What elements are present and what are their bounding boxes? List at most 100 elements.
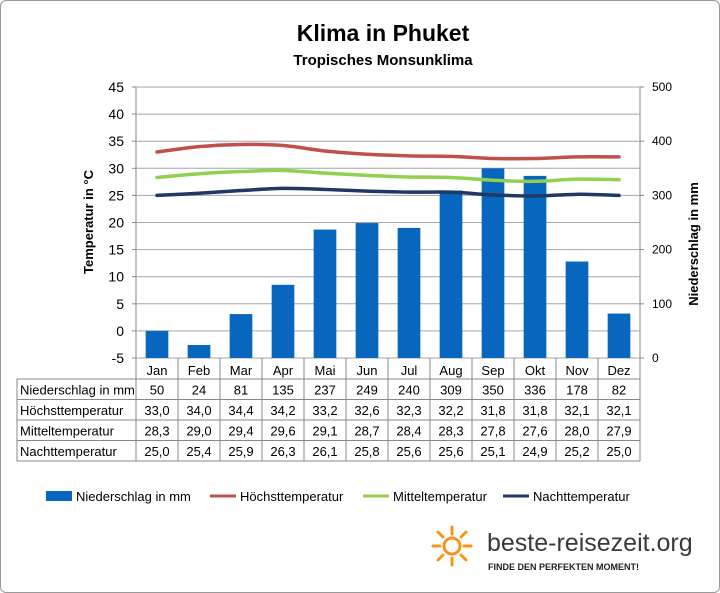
category-label: Jan bbox=[147, 363, 168, 378]
table-cell: 249 bbox=[356, 382, 378, 397]
table-cell: 27,8 bbox=[480, 423, 505, 438]
table-cell: 350 bbox=[482, 382, 504, 397]
table-cell: 26,1 bbox=[312, 444, 337, 459]
table-cell: 82 bbox=[612, 382, 626, 397]
bar-feb bbox=[187, 344, 211, 358]
category-label: Apr bbox=[273, 363, 294, 378]
bar-jun bbox=[355, 223, 379, 358]
table-cell: 28,7 bbox=[354, 423, 379, 438]
category-label: Mar bbox=[230, 363, 253, 378]
bar-mai bbox=[313, 229, 337, 358]
table-cell: 135 bbox=[272, 382, 294, 397]
precipitation-bars bbox=[145, 168, 631, 358]
category-label: Mai bbox=[315, 363, 336, 378]
table-cell: 32,2 bbox=[438, 403, 463, 418]
sun-icon bbox=[431, 525, 473, 567]
category-label: Okt bbox=[525, 363, 546, 378]
line-nachttemperatur bbox=[155, 186, 621, 198]
category-label: Nov bbox=[565, 363, 589, 378]
table-cell: 309 bbox=[440, 382, 462, 397]
table-cell: 29,4 bbox=[228, 423, 253, 438]
left-tick-label: 40 bbox=[108, 106, 124, 122]
table-cell: 28,0 bbox=[564, 423, 589, 438]
table-cell: 25,1 bbox=[480, 444, 505, 459]
bar-jan bbox=[145, 330, 169, 358]
chart-subtitle: Tropisches Monsunklima bbox=[293, 52, 473, 69]
table-cell: 33,0 bbox=[144, 403, 169, 418]
table-cell: 50 bbox=[150, 382, 164, 397]
right-axis-label: Niederschlag in mm bbox=[686, 182, 701, 306]
legend-swatch bbox=[46, 491, 72, 501]
left-tick-label: 5 bbox=[116, 296, 124, 312]
right-tick-label: 100 bbox=[652, 297, 672, 311]
table-cell: 28,3 bbox=[438, 423, 463, 438]
right-tick-label: 300 bbox=[652, 188, 672, 202]
left-tick-label: 20 bbox=[108, 215, 124, 231]
legend-label: Mitteltemperatur bbox=[393, 489, 488, 504]
left-tick-label: 35 bbox=[108, 133, 124, 149]
table-cell: 32,1 bbox=[606, 403, 631, 418]
table-row-label: Niederschlag in mm bbox=[20, 382, 135, 397]
table-row-label: Mitteltemperatur bbox=[20, 423, 115, 438]
legend: Niederschlag in mm Höchsttemperatur Mittel… bbox=[46, 489, 630, 504]
bar-apr bbox=[271, 284, 295, 358]
category-label: Sep bbox=[481, 363, 504, 378]
table-cell: 336 bbox=[524, 382, 546, 397]
left-tick-label: 30 bbox=[108, 160, 124, 176]
bar-jul bbox=[397, 227, 421, 358]
table-cell: 29,1 bbox=[312, 423, 337, 438]
table-cell: 32,6 bbox=[354, 403, 379, 418]
table-cell: 25,2 bbox=[564, 444, 589, 459]
bar-okt bbox=[523, 175, 547, 358]
table-cell: 31,8 bbox=[480, 403, 505, 418]
table-row-label: Höchsttemperatur bbox=[20, 403, 124, 418]
legend-label: Höchsttemperatur bbox=[240, 489, 344, 504]
table-cell: 32,1 bbox=[564, 403, 589, 418]
data-table: Jan Feb Mar Apr Mai Jun Jul Aug Sep Okt Nov Dez Nied… bbox=[16, 358, 641, 462]
left-tick-label: 10 bbox=[108, 269, 124, 285]
category-label: Jul bbox=[401, 363, 418, 378]
temperature-lines bbox=[155, 142, 621, 198]
table-cell: 25,6 bbox=[396, 444, 421, 459]
table-cell: 178 bbox=[566, 382, 588, 397]
table-cell: 24,9 bbox=[522, 444, 547, 459]
table-cell: 27,9 bbox=[606, 423, 631, 438]
line-höchsttemperatur bbox=[155, 142, 621, 161]
table-cell: 25,6 bbox=[438, 444, 463, 459]
table-cell: 24 bbox=[192, 382, 206, 397]
table-cell: 29,0 bbox=[186, 423, 211, 438]
bar-aug bbox=[439, 190, 463, 358]
legend-label: Nachttemperatur bbox=[533, 489, 630, 504]
brand-tagline: FINDE DEN PERFEKTEN MOMENT! bbox=[488, 562, 639, 572]
table-cell: 29,6 bbox=[270, 423, 295, 438]
table-cell: 240 bbox=[398, 382, 420, 397]
line-mitteltemperatur bbox=[155, 168, 621, 184]
right-tick-label: 500 bbox=[652, 80, 672, 94]
right-tick-label: 200 bbox=[652, 243, 672, 257]
table-cell: 26,3 bbox=[270, 444, 295, 459]
table-cell: 28,4 bbox=[396, 423, 421, 438]
category-label: Aug bbox=[439, 363, 462, 378]
left-tick-label: -5 bbox=[112, 350, 125, 366]
table-cell: 25,0 bbox=[144, 444, 169, 459]
category-label: Dez bbox=[607, 363, 630, 378]
left-tick-label: 45 bbox=[108, 79, 124, 95]
bar-mar bbox=[229, 314, 253, 358]
table-cell: 28,3 bbox=[144, 423, 169, 438]
category-label: Jun bbox=[357, 363, 378, 378]
left-tick-label: 25 bbox=[108, 187, 124, 203]
bar-nov bbox=[565, 261, 589, 358]
table-row-label: Nachttemperatur bbox=[20, 444, 117, 459]
table-cell: 81 bbox=[234, 382, 248, 397]
left-axis-label: Temperatur in °C bbox=[81, 169, 96, 274]
right-tick-label: 400 bbox=[652, 134, 672, 148]
bar-sep bbox=[481, 168, 505, 358]
right-axis-ticks: 500 400 300 200 100 0 bbox=[640, 80, 672, 365]
brand-site: beste-reisezeit.org bbox=[487, 529, 693, 557]
bar-dez bbox=[607, 313, 631, 358]
table-cell: 25,0 bbox=[606, 444, 631, 459]
table-cell: 34,0 bbox=[186, 403, 211, 418]
table-cell: 32,3 bbox=[396, 403, 421, 418]
table-cell: 27,6 bbox=[522, 423, 547, 438]
